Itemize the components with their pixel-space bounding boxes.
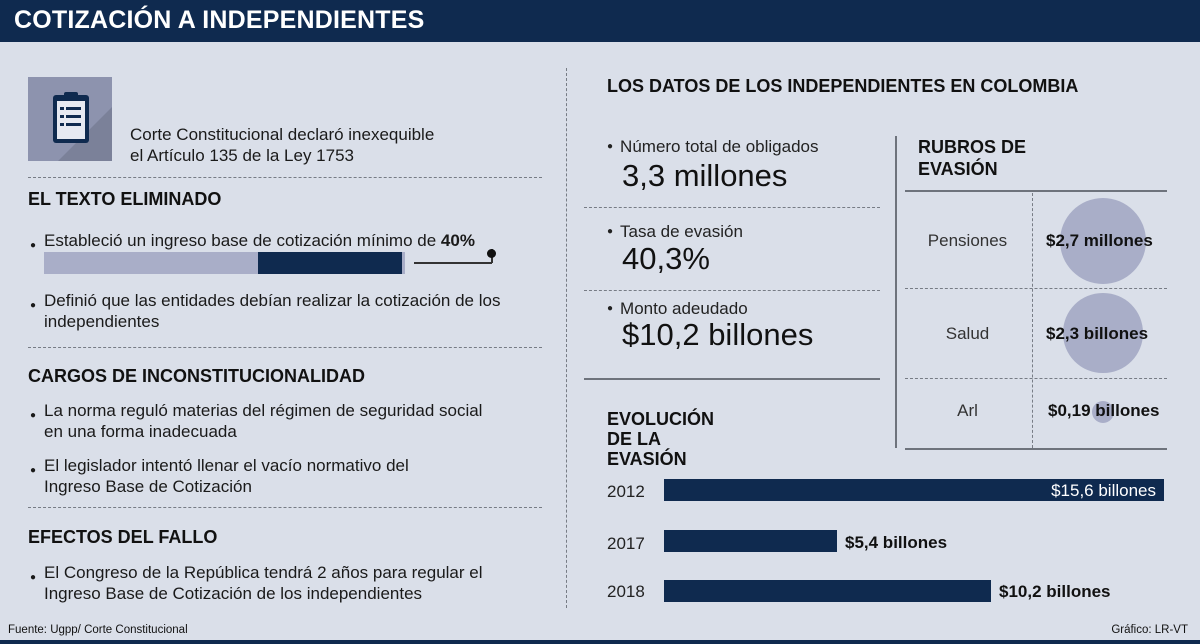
divider (905, 288, 1167, 289)
intro-line-1: Corte Constitucional declaró inexequible (130, 125, 435, 144)
footer-source: Fuente: Ugpp/ Corte Constitucional (8, 624, 188, 636)
progress-track (44, 252, 405, 274)
rubro-value-salud: $2,3 billones (1046, 324, 1149, 343)
rubro-label-pensiones: Pensiones (927, 231, 1008, 250)
rubros-header-rule (905, 190, 1167, 192)
bullet-entidades: Definió que las entidades debían realiza… (30, 290, 514, 332)
bar-value-2018: $10,2 billones (999, 582, 1111, 601)
rubro-bubble-salud (1063, 293, 1143, 373)
progress-connector-dot (487, 249, 496, 258)
intro-text: Corte Constitucional declaró inexequible… (130, 124, 434, 166)
rubros-title: RUBROS DE EVASIÓN (918, 137, 1027, 179)
stat-label-tasa: Tasa de evasión (607, 222, 743, 242)
divider (584, 378, 880, 380)
bar-year-2012: 2012 (607, 482, 645, 501)
footer-bar (0, 640, 1200, 644)
header-bar: COTIZACIÓN A INDEPENDIENTES (0, 0, 1200, 42)
bullet-legislador: El legislador intentó llenar el vacío no… (30, 455, 424, 497)
bullet-congreso: El Congreso de la República tendrá 2 año… (30, 562, 504, 604)
divider (584, 290, 880, 291)
stat-label-obligados: Número total de obligados (607, 137, 818, 157)
rubro-value-pensiones: $2,7 millones (1046, 231, 1153, 250)
progress-fill (258, 252, 402, 274)
rubros-bottom-rule (905, 448, 1167, 450)
divider (28, 177, 542, 178)
bar-value-2012: $15,6 billones (1051, 481, 1156, 500)
bar-year-2017: 2017 (607, 534, 645, 553)
divider (905, 378, 1167, 379)
intro-line-2: el Artículo 135 de la Ley 1753 (130, 146, 354, 165)
page-title: COTIZACIÓN A INDEPENDIENTES (14, 6, 425, 34)
stat-value-monto: $10,2 billones (622, 317, 814, 352)
bar-2017 (664, 530, 837, 552)
bullet-norma: La norma reguló materias del régimen de … (30, 400, 484, 442)
rubro-label-salud: Salud (945, 324, 990, 343)
stat-label-monto: Monto adeudado (607, 299, 748, 319)
bar-value-2017: $5,4 billones (845, 533, 948, 552)
footer-credit: Gráfico: LR-VT (1111, 624, 1188, 636)
rubro-label-arl: Arl (957, 401, 978, 420)
divider (28, 347, 542, 348)
divider (584, 207, 880, 208)
section-title-datos: LOS DATOS DE LOS INDEPENDIENTES EN COLOM… (607, 76, 1079, 96)
rubro-bubble-pensiones (1060, 198, 1146, 284)
evolucion-title: EVOLUCIÓN DE LA EVASIÓN (607, 409, 715, 469)
rubro-value-arl: $0,19 billones (1048, 401, 1160, 420)
bullet-ingreso-base: Estableció un ingreso base de cotización… (30, 230, 524, 256)
bullet-ingreso-base-value: 40% (440, 231, 475, 250)
rubros-left-rule (895, 136, 897, 448)
bar-2012 (664, 479, 1164, 501)
rubro-bubble-arl (1091, 400, 1115, 424)
column-divider (566, 68, 567, 608)
divider (28, 507, 542, 508)
section-title-cargos: CARGOS DE INCONSTITUCIONALIDAD (28, 366, 365, 386)
section-title-texto-eliminado: EL TEXTO ELIMINADO (28, 189, 222, 209)
rubros-column-rule (1032, 193, 1033, 448)
section-title-efectos: EFECTOS DEL FALLO (28, 527, 218, 547)
bullet-ingreso-base-text: Estableció un ingreso base de cotización… (44, 231, 441, 250)
stat-value-obligados: 3,3 millones (622, 158, 788, 193)
stat-value-tasa: 40,3% (622, 241, 710, 276)
bar-2018 (664, 580, 991, 602)
bar-year-2018: 2018 (607, 582, 645, 601)
clipboard-icon (28, 77, 112, 161)
progress-connector (414, 262, 492, 264)
